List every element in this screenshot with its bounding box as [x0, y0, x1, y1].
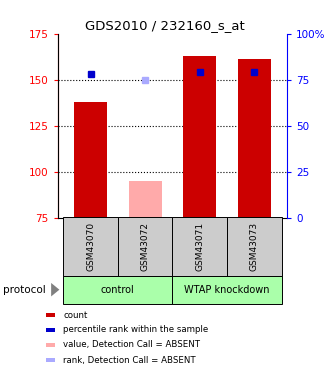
Text: GSM43073: GSM43073: [250, 222, 259, 271]
Polygon shape: [51, 283, 59, 296]
Bar: [47, 344, 55, 346]
Text: value, Detection Call = ABSENT: value, Detection Call = ABSENT: [63, 340, 200, 350]
Text: protocol: protocol: [3, 285, 46, 295]
Bar: [47, 328, 55, 332]
Text: rank, Detection Call = ABSENT: rank, Detection Call = ABSENT: [63, 356, 196, 364]
Text: GSM43071: GSM43071: [195, 222, 204, 271]
Bar: [173, 217, 227, 276]
Bar: [183, 56, 216, 217]
Bar: [129, 181, 161, 218]
Text: control: control: [101, 285, 135, 295]
Bar: [63, 276, 173, 304]
Bar: [63, 217, 118, 276]
Text: GSM43070: GSM43070: [86, 222, 95, 271]
Bar: [47, 314, 55, 316]
Bar: [74, 102, 107, 217]
Bar: [118, 217, 173, 276]
Text: GDS2010 / 232160_s_at: GDS2010 / 232160_s_at: [85, 19, 245, 32]
Text: percentile rank within the sample: percentile rank within the sample: [63, 326, 208, 334]
Text: count: count: [63, 310, 87, 320]
Bar: [47, 358, 55, 362]
Text: GSM43072: GSM43072: [141, 222, 149, 271]
Text: WTAP knockdown: WTAP knockdown: [184, 285, 270, 295]
Bar: [227, 217, 281, 276]
Bar: [238, 60, 271, 217]
Bar: [173, 276, 281, 304]
